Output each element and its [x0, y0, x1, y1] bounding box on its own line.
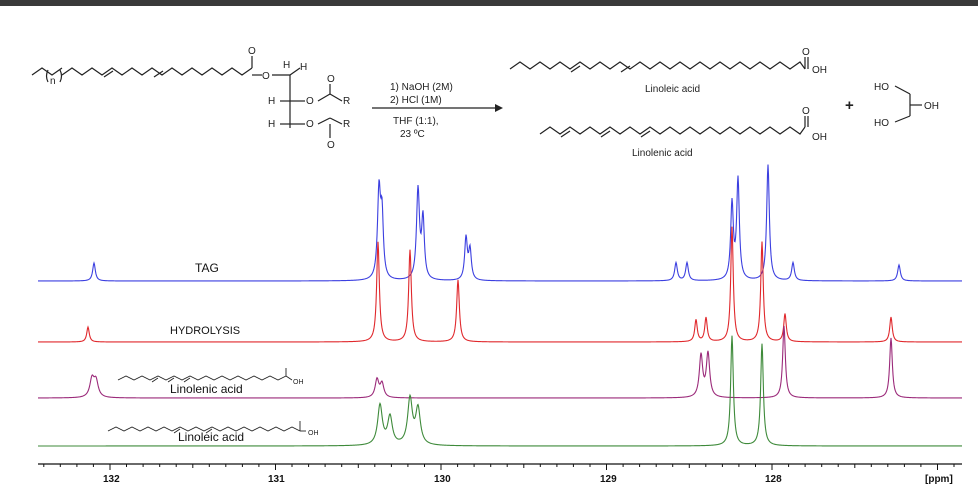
tick-label-131: 131 [268, 474, 285, 485]
ester-r3 [329, 117, 343, 125]
label-r1: R [343, 96, 350, 107]
ester-r2 [329, 93, 343, 102]
ppm-axis: 132 131 130 129 128 [ppm] [38, 463, 962, 485]
trace-label-linolenic: Linolenic acid [170, 382, 243, 396]
product-linolenic-name: Linolenic acid [632, 148, 693, 159]
label-h3: H [268, 96, 275, 107]
glycerol-labels: HO OH HO [874, 82, 939, 129]
product-linolenic-oh: OH [812, 132, 827, 143]
spectra [38, 164, 962, 447]
reaction-scheme [31, 56, 343, 138]
label-h4: H [268, 119, 275, 130]
inset-linoleic-structure [107, 421, 306, 434]
tick-label-132: 132 [103, 474, 120, 485]
plus-sign: + [845, 97, 854, 114]
label-o6: O [327, 140, 335, 151]
axis-tick-labels: 132 131 130 129 128 [ppm] [103, 474, 953, 485]
label-h1: H [283, 60, 290, 71]
trace-hydrolysis [38, 226, 962, 343]
label-h2: H [300, 62, 307, 73]
glycerol-ho-bottom: HO [874, 118, 889, 129]
reactant-chain-2 [61, 67, 253, 76]
label-o5: O [306, 119, 314, 130]
label-n: n [50, 76, 56, 87]
trace-linolenic-acid [38, 325, 962, 399]
product-linolenic-o: O [802, 106, 810, 117]
top-border [0, 0, 978, 6]
axis-unit: [ppm] [925, 474, 953, 485]
inset-linoleic-oh: OH [308, 430, 319, 437]
tick-label-128: 128 [765, 474, 782, 485]
label-o4: O [306, 96, 314, 107]
tick-label-129: 129 [600, 474, 617, 485]
glycerol-ho-top: HO [874, 82, 889, 93]
label-r2: R [343, 119, 350, 130]
ester-c3 [317, 117, 331, 125]
condition-3: THF (1:1), [393, 116, 439, 127]
double-bond-2 [153, 70, 164, 78]
product-linoleic-labels: O OH Linoleic acid [645, 47, 827, 95]
product-linolenic-structure [539, 116, 809, 138]
inset-linolenic-structure [117, 368, 293, 383]
glycerol-structure [894, 85, 922, 123]
product-linoleic-name: Linoleic acid [645, 84, 700, 95]
tick-label-130: 130 [434, 474, 451, 485]
n-bracket-right [59, 69, 63, 83]
product-linolenic-labels: O OH Linolenic acid [632, 106, 827, 159]
label-o1: O [248, 46, 256, 57]
condition-4: 23 ºC [400, 129, 425, 140]
reaction-arrow-head [495, 104, 503, 112]
product-linoleic-o: O [802, 47, 810, 58]
glycerol-oh: OH [924, 101, 939, 112]
condition-1: 1) NaOH (2M) [390, 82, 453, 93]
reactant-labels: n O O H H O H O R H O R O [50, 46, 350, 151]
inset-linolenic-oh: OH [293, 379, 304, 386]
reaction-conditions: 1) NaOH (2M) 2) HCl (1M) THF (1:1), 23 º… [390, 82, 453, 140]
axis-minor-ticks [43, 464, 955, 470]
trace-label-hydrolysis: HYDROLYSIS [170, 325, 240, 337]
condition-2: 2) HCl (1M) [390, 95, 442, 106]
ester-c2 [317, 93, 331, 102]
trace-tag [38, 164, 962, 282]
trace-label-tag: TAG [195, 261, 219, 275]
label-o3: O [327, 74, 335, 85]
double-bond-1 [103, 70, 114, 78]
product-linoleic-structure [509, 57, 809, 73]
label-o2: O [262, 71, 270, 82]
product-linoleic-oh: OH [812, 65, 827, 76]
n-bracket-left [45, 69, 49, 83]
trace-label-linoleic: Linoleic acid [178, 430, 244, 444]
trace-linoleic-acid [38, 335, 962, 447]
glycerol-h1 [289, 67, 301, 76]
